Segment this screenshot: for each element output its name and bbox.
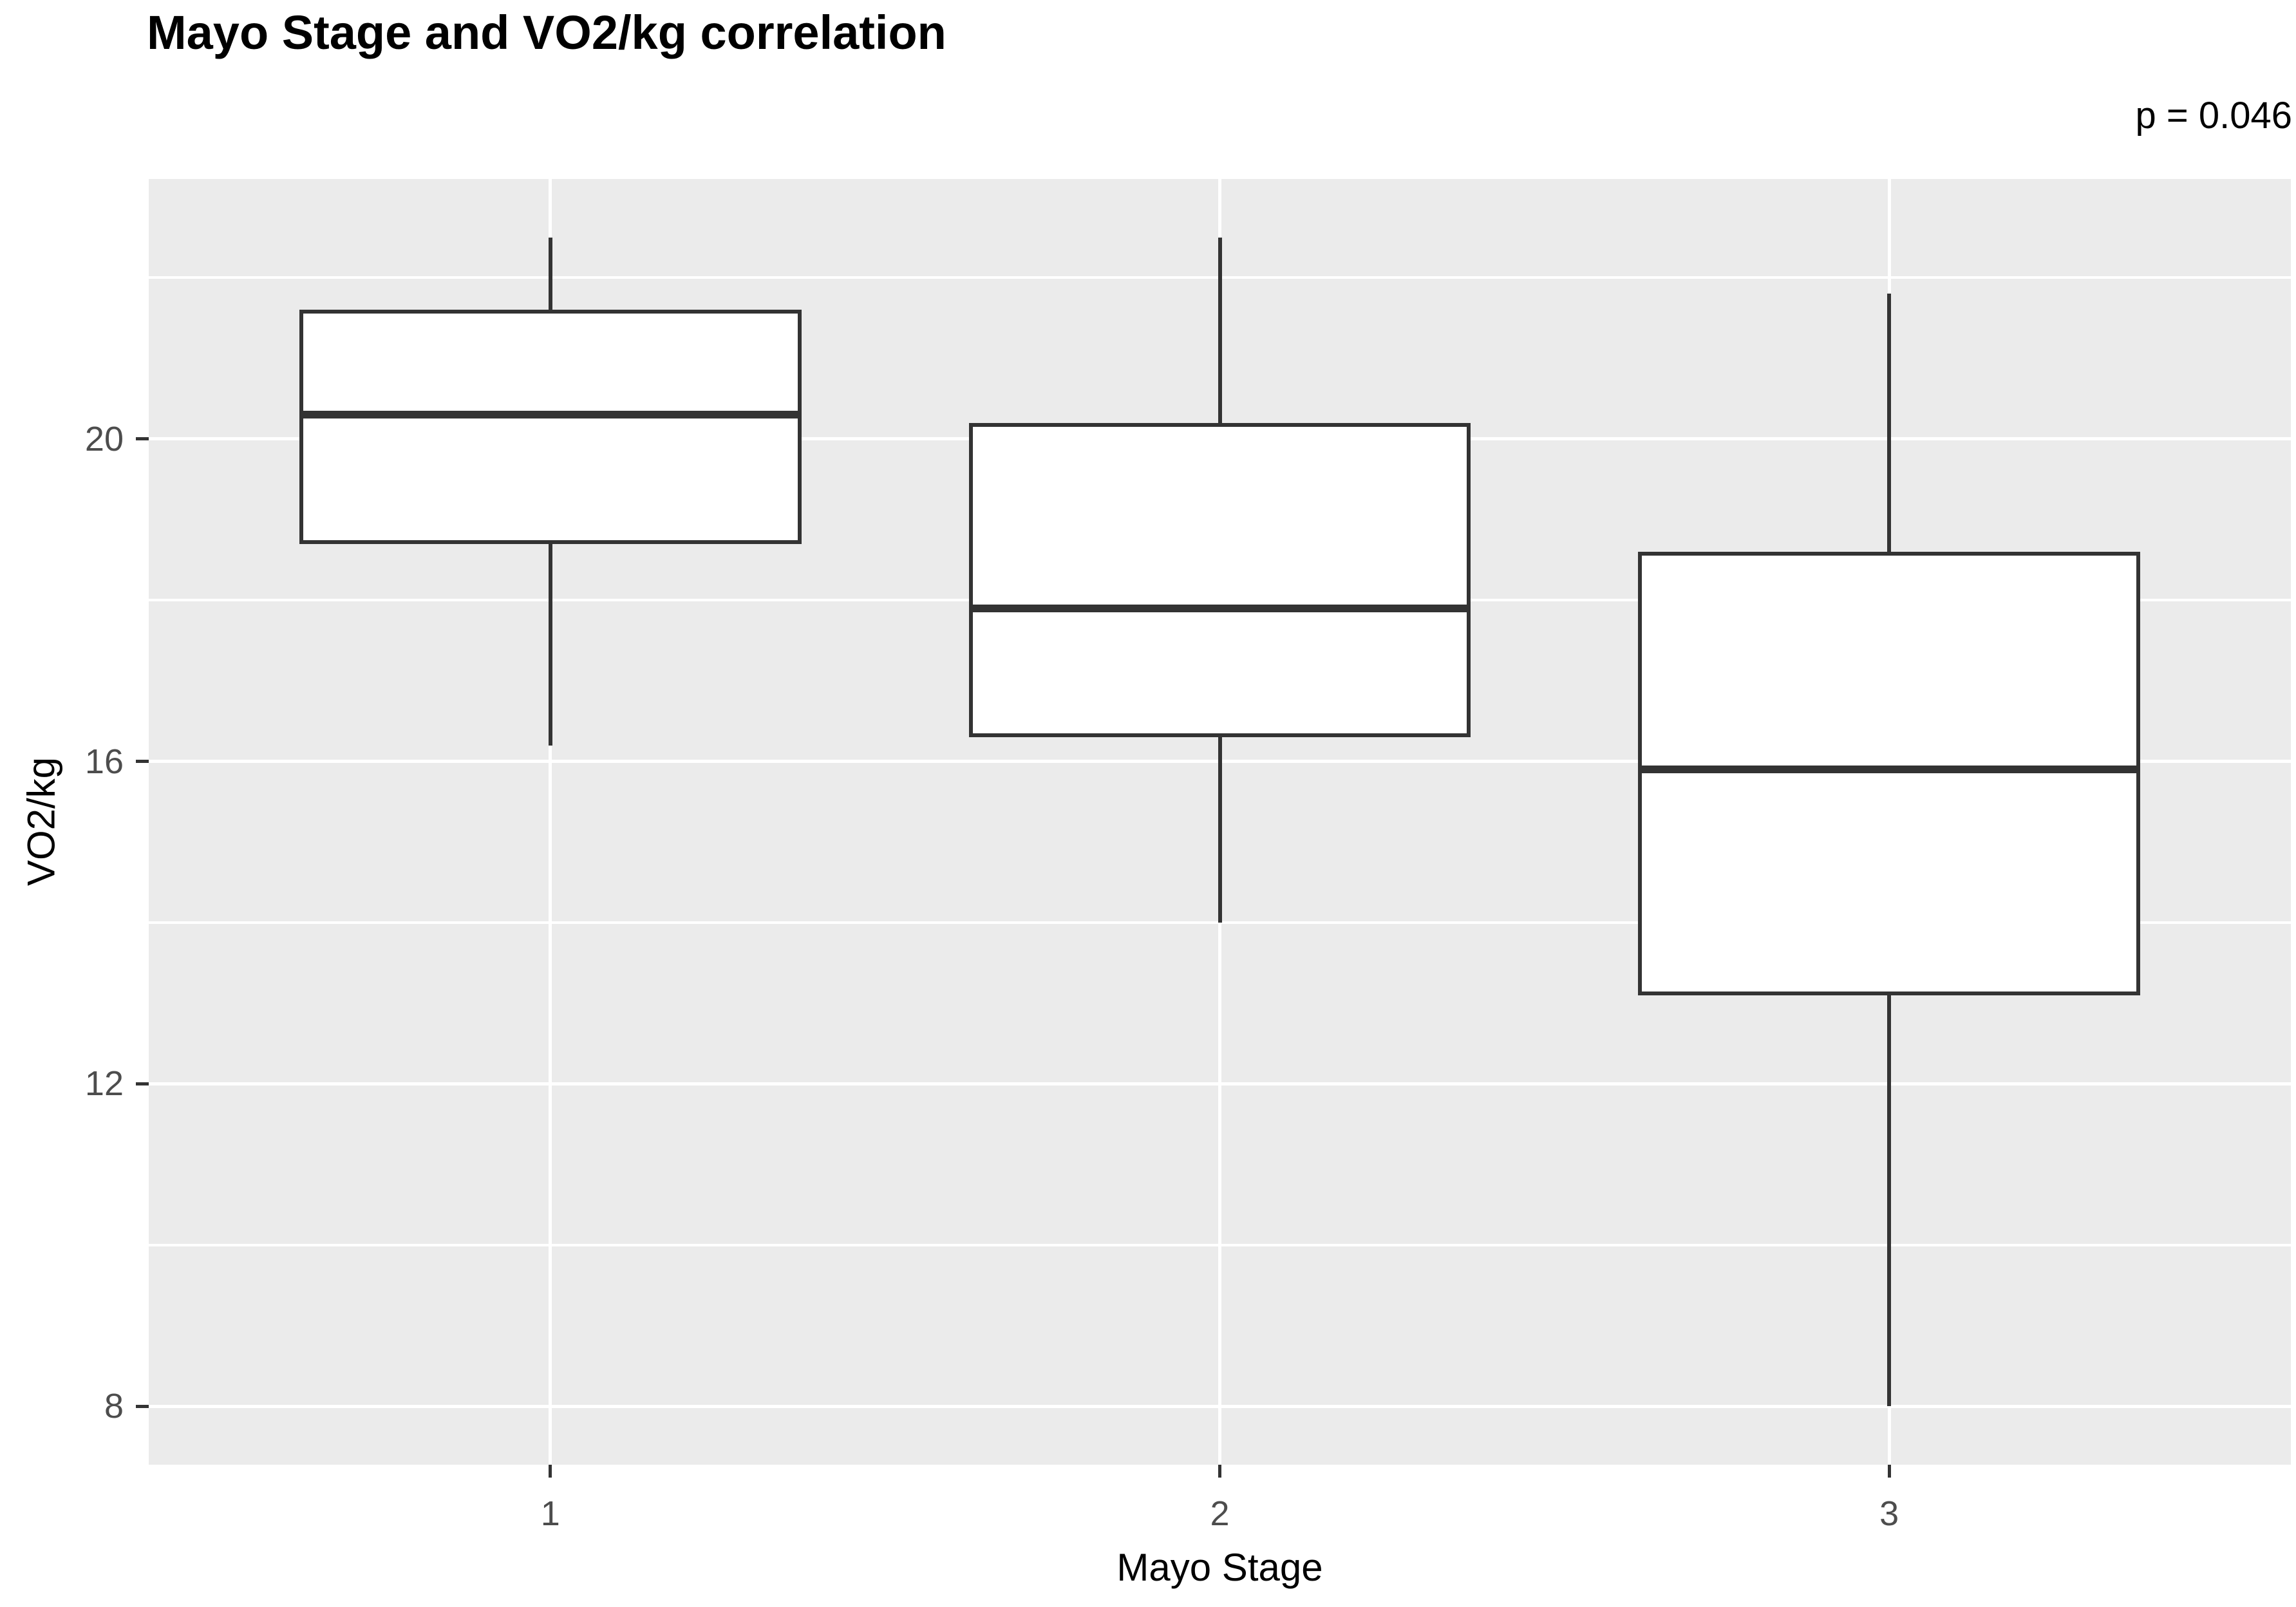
y-tick-label: 8 <box>104 1387 124 1426</box>
x-tick-label: 2 <box>1210 1494 1230 1533</box>
p-value-annotation: p = 0.046 <box>2135 95 2293 136</box>
plot-panel <box>149 179 2291 1465</box>
boxplot-median <box>299 411 802 419</box>
y-axis-tick <box>136 1404 149 1408</box>
y-axis-title: VO2/kg <box>19 757 63 887</box>
x-tick-label: 3 <box>1879 1494 1899 1533</box>
boxplot-median <box>1638 766 2141 774</box>
x-axis-tick <box>1218 1465 1221 1478</box>
x-axis-tick <box>549 1465 552 1478</box>
category-gridline <box>549 179 552 1465</box>
x-axis-title: Mayo Stage <box>1116 1546 1323 1589</box>
y-tick-label: 12 <box>84 1064 124 1104</box>
x-tick-label: 1 <box>540 1494 560 1533</box>
y-tick-label: 16 <box>84 742 124 781</box>
y-axis-tick <box>136 760 149 764</box>
y-axis-tick <box>136 437 149 441</box>
boxplot-median <box>968 604 1471 612</box>
boxplot-box <box>299 310 802 544</box>
y-tick-label: 20 <box>84 419 124 458</box>
boxplot-box <box>968 422 1471 738</box>
plot-title: Mayo Stage and VO2/kg correlation <box>147 6 946 59</box>
y-axis-tick <box>136 1082 149 1085</box>
x-axis-tick <box>1887 1465 1891 1478</box>
boxplot-box <box>1638 552 2141 995</box>
